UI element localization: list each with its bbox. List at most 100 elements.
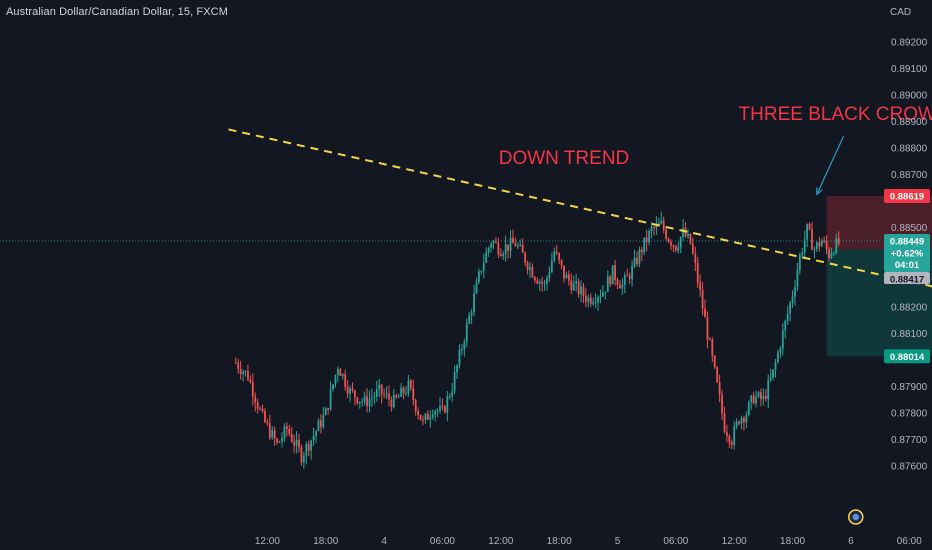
candle-body[interactable] <box>366 396 368 407</box>
candle-body[interactable] <box>747 402 750 416</box>
candle-body[interactable] <box>825 241 828 249</box>
candle-body[interactable] <box>723 413 726 433</box>
candle-body[interactable] <box>234 362 237 364</box>
candle-body[interactable] <box>247 370 249 380</box>
candle-body[interactable] <box>529 266 531 270</box>
candle-body[interactable] <box>660 220 663 224</box>
candle-body[interactable] <box>468 315 471 324</box>
candle-body[interactable] <box>718 382 721 395</box>
candle-body[interactable] <box>305 443 308 456</box>
candle-body[interactable] <box>567 274 570 281</box>
candle-body[interactable] <box>577 281 580 295</box>
candle-body[interactable] <box>322 415 325 427</box>
candle-body[interactable] <box>555 251 558 254</box>
candle-body[interactable] <box>837 238 840 244</box>
candle-body[interactable] <box>239 369 242 375</box>
candle-body[interactable] <box>704 308 706 318</box>
candle-body[interactable] <box>392 395 395 408</box>
candle-body[interactable] <box>721 394 723 414</box>
candle-body[interactable] <box>492 241 495 244</box>
candle-body[interactable] <box>784 320 787 331</box>
candle-body[interactable] <box>383 394 385 396</box>
candle-body[interactable] <box>339 369 342 376</box>
candle-body[interactable] <box>475 281 478 294</box>
candle-body[interactable] <box>762 395 765 399</box>
candle-body[interactable] <box>638 249 641 265</box>
candle-body[interactable] <box>319 420 322 427</box>
candle-body[interactable] <box>344 374 347 387</box>
candle-body[interactable] <box>750 395 753 403</box>
candle-body[interactable] <box>368 398 371 407</box>
candle-body[interactable] <box>543 283 546 285</box>
candle-body[interactable] <box>448 396 451 398</box>
candle-body[interactable] <box>767 380 770 399</box>
candle-body[interactable] <box>614 265 616 280</box>
candle-body[interactable] <box>499 253 502 256</box>
candle-body[interactable] <box>587 297 590 302</box>
candle-body[interactable] <box>657 223 660 225</box>
candle-body[interactable] <box>361 401 364 403</box>
candle-body[interactable] <box>781 330 784 349</box>
candle-body[interactable] <box>604 291 607 293</box>
candle-body[interactable] <box>363 396 366 402</box>
candle-body[interactable] <box>407 380 410 394</box>
candle-body[interactable] <box>485 252 488 263</box>
candle-body[interactable] <box>820 240 823 247</box>
candle-body[interactable] <box>640 249 643 253</box>
candle-body[interactable] <box>735 421 738 427</box>
candle-body[interactable] <box>813 249 816 251</box>
candle-body[interactable] <box>541 281 544 284</box>
candle-body[interactable] <box>619 284 621 289</box>
candle-body[interactable] <box>290 434 293 442</box>
candle-body[interactable] <box>643 237 646 253</box>
candle-body[interactable] <box>276 438 279 443</box>
candle-body[interactable] <box>713 355 716 368</box>
candle-body[interactable] <box>259 408 262 410</box>
candle-body[interactable] <box>317 420 320 432</box>
candle-body[interactable] <box>691 243 694 254</box>
candle-body[interactable] <box>375 389 378 397</box>
candle-body[interactable] <box>755 396 757 404</box>
candle-body[interactable] <box>512 237 514 244</box>
candle-body[interactable] <box>509 237 512 251</box>
candle-body[interactable] <box>806 223 809 240</box>
candle-body[interactable] <box>701 290 704 309</box>
candle-body[interactable] <box>772 369 774 378</box>
candle-body[interactable] <box>249 379 252 383</box>
candle-body[interactable] <box>696 263 699 283</box>
candle-body[interactable] <box>451 391 454 397</box>
candle-body[interactable] <box>745 415 748 423</box>
candle-body[interactable] <box>794 287 796 297</box>
candle-body[interactable] <box>251 382 254 397</box>
candle-body[interactable] <box>349 388 351 394</box>
candle-body[interactable] <box>453 372 456 392</box>
candle-body[interactable] <box>716 367 719 383</box>
candle-body[interactable] <box>699 282 702 291</box>
candle-body[interactable] <box>648 230 651 243</box>
candle-body[interactable] <box>667 238 670 242</box>
candle-body[interactable] <box>495 241 497 243</box>
candle-body[interactable] <box>465 323 468 343</box>
candle-body[interactable] <box>801 252 804 255</box>
candle-body[interactable] <box>237 362 240 370</box>
candle-body[interactable] <box>264 411 266 423</box>
candle-body[interactable] <box>757 392 760 397</box>
candle-body[interactable] <box>764 395 767 399</box>
candle-body[interactable] <box>405 393 407 395</box>
candle-body[interactable] <box>385 393 388 395</box>
candle-body[interactable] <box>351 388 354 391</box>
candle-body[interactable] <box>786 313 789 321</box>
candle-body[interactable] <box>242 371 244 375</box>
candle-body[interactable] <box>256 402 259 409</box>
candle-body[interactable] <box>662 220 665 230</box>
candle-body[interactable] <box>434 411 437 415</box>
candle-body[interactable] <box>760 392 762 399</box>
candle-body[interactable] <box>777 352 779 363</box>
candle-body[interactable] <box>519 244 522 246</box>
candle-body[interactable] <box>524 252 527 264</box>
candle-body[interactable] <box>502 253 505 256</box>
candle-body[interactable] <box>594 302 597 304</box>
candle-body[interactable] <box>599 296 602 298</box>
candle-body[interactable] <box>332 384 334 390</box>
